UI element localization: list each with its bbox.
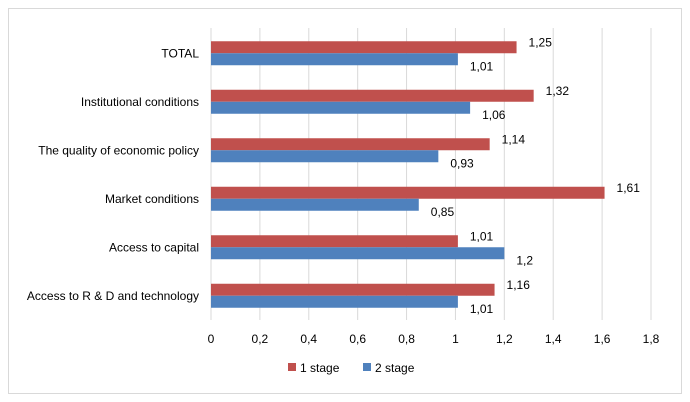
legend-label-2-stage: 2 stage	[375, 361, 415, 375]
data-label-1-stage: 1,01	[470, 229, 494, 243]
bar-2-stage	[211, 53, 458, 66]
bar-1-stage	[211, 138, 490, 151]
data-label-2-stage: 1,2	[516, 253, 533, 267]
bar-2-stage	[211, 198, 419, 211]
data-label-2-stage: 0,85	[431, 205, 455, 219]
category-labels: TOTAL Institutional conditions The quality…	[27, 46, 199, 303]
data-label-2-stage: 0,93	[450, 156, 474, 170]
gridlines	[210, 28, 652, 320]
data-label-2-stage: 1,01	[470, 59, 494, 73]
x-tick-label: 0,6	[349, 332, 366, 346]
x-tick-label: 0,2	[252, 332, 269, 346]
data-label-2-stage: 1,01	[470, 302, 494, 316]
bar-1-stage	[211, 283, 495, 296]
category-label: Market conditions	[105, 192, 199, 206]
bar-2-stage	[211, 295, 458, 308]
bar-1-stage	[211, 186, 605, 199]
x-tick-label: 1,8	[643, 332, 660, 346]
x-tick-labels: 0 0,2 0,4 0,6 0,8 1 1,2 1,4 1,6 1,8	[208, 332, 660, 346]
legend-label-1-stage: 1 stage	[300, 361, 340, 375]
legend-swatch-1-stage	[288, 363, 296, 371]
bar-1-stage	[211, 235, 458, 248]
category-label: The quality of economic policy	[38, 143, 199, 157]
x-tick-label: 1,4	[545, 332, 562, 346]
data-label-1-stage: 1,14	[502, 132, 526, 146]
data-label-1-stage: 1,25	[529, 35, 553, 49]
x-tick-label: 0	[208, 332, 215, 346]
bar-1-stage	[211, 41, 517, 54]
data-label-2-stage: 1,06	[482, 108, 506, 122]
data-label-1-stage: 1,16	[507, 278, 531, 292]
category-label: Access to R & D and technology	[27, 289, 199, 303]
x-tick-label: 0,8	[398, 332, 415, 346]
bar-1-stage	[211, 89, 534, 102]
x-tick-label: 0,4	[300, 332, 317, 346]
data-label-1-stage: 1,32	[546, 84, 570, 98]
x-tick-label: 1,6	[594, 332, 611, 346]
x-tick-label: 1	[452, 332, 459, 346]
category-label: TOTAL	[161, 46, 199, 60]
category-label: Institutional conditions	[81, 95, 199, 109]
bar-2-stage	[211, 150, 439, 163]
legend: 1 stage 2 stage	[288, 361, 415, 375]
data-label-1-stage: 1,61	[617, 181, 641, 195]
data-labels: 1,25 1,01 1,32 1,06 1,14 0,93 1,61 0,85 1,01 1,2 1…	[431, 35, 640, 316]
x-tick-label: 1,2	[496, 332, 513, 346]
category-label: Access to capital	[109, 240, 199, 254]
bar-2-stage	[211, 101, 471, 114]
bar-2-stage	[211, 247, 505, 260]
bars	[211, 41, 605, 308]
legend-swatch-2-stage	[363, 363, 371, 371]
